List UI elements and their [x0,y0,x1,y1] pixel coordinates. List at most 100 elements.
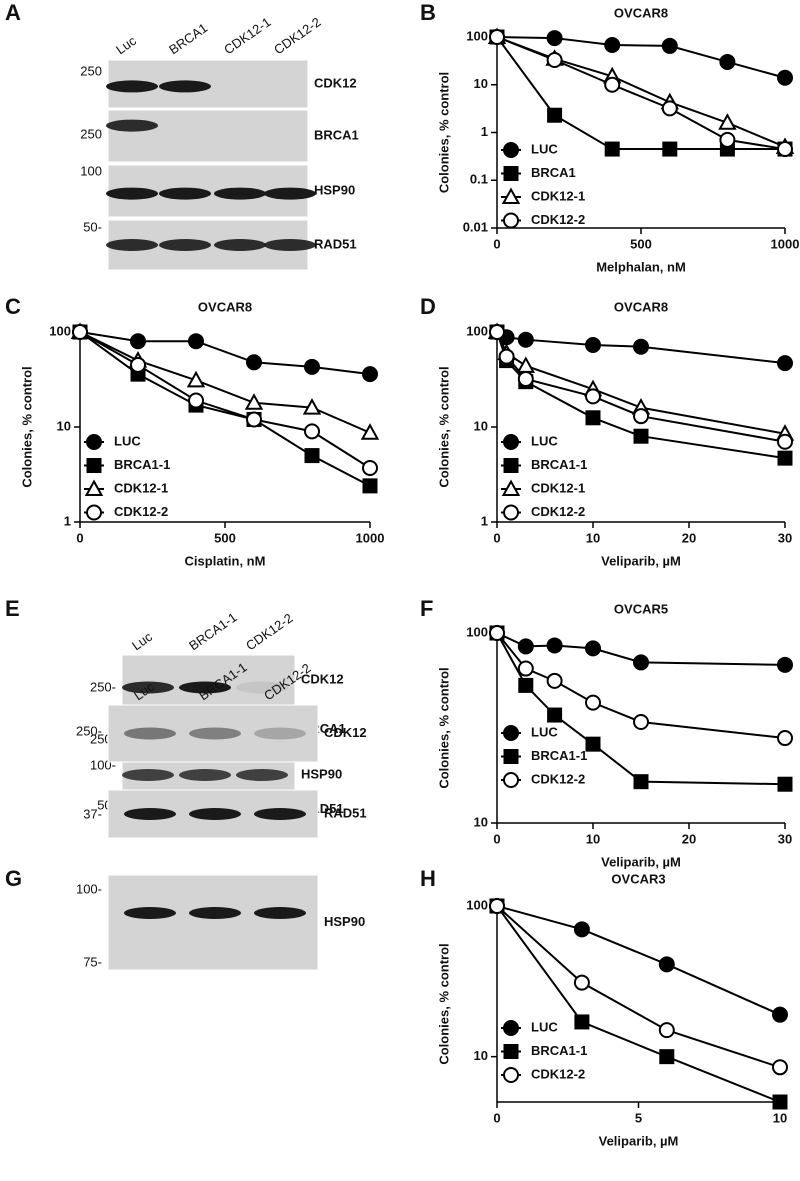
x-tick-label: 30 [778,831,792,846]
x-tick-label: 0 [76,530,83,545]
x-tick-label: 10 [586,530,600,545]
row-label: HSP90 [301,766,342,781]
row-label: HSP90 [324,914,365,929]
legend-label: BRCA1-1 [531,748,587,763]
band [122,769,174,781]
band [106,80,158,93]
legend-marker [503,1067,519,1083]
marker [546,51,563,68]
x-axis-label: Veliparib, µM [601,854,681,869]
legend-label: BRCA1-1 [114,457,170,472]
lane-label: CDK12-2 [243,610,295,653]
chart-title: OVCAR8 [198,299,252,314]
marker [186,370,206,388]
series-line [496,632,786,786]
x-tick-label: 20 [682,831,696,846]
marker [302,398,322,415]
marker [546,637,563,654]
x-axis-label: Veliparib, µM [601,553,681,568]
size-marker: 250 [80,126,102,141]
band [236,769,288,781]
legend-label: CDK12-1 [114,480,168,495]
x-tick-label: 0 [493,1110,500,1125]
legend-marker [503,1020,519,1036]
band [254,727,306,740]
band [264,187,316,200]
marker [777,141,793,158]
blot-strip [121,654,296,706]
marker [604,36,621,53]
series-line [496,905,781,1016]
marker [360,423,380,440]
marker [585,336,601,353]
band [179,769,231,781]
legend-label: LUC [531,1019,558,1034]
band [254,907,306,919]
y-tick-label: 10 [57,418,71,433]
marker [661,100,678,117]
marker [633,774,649,790]
chart-title: OVCAR5 [614,601,668,616]
lane-label: CDK12-1 [221,14,273,57]
marker [304,423,320,440]
x-tick-label: 5 [635,1110,642,1125]
band [214,239,266,251]
series-line [496,905,781,1069]
marker [585,410,601,426]
legend-label: CDK12-2 [531,771,585,786]
band [106,119,158,132]
marker [244,393,264,410]
x-tick-label: 10 [586,831,600,846]
panel-letter: H [420,866,436,891]
marker [72,324,88,340]
band [159,187,211,200]
blot-strip [107,109,309,163]
marker [772,1059,788,1076]
band [106,187,158,200]
marker [304,358,320,375]
y-tick-label: 1 [481,513,488,528]
legend-marker [503,772,519,788]
panel-letter: E [5,596,20,621]
x-tick-label: 0 [493,831,500,846]
y-axis-label: Colonies, % control [436,72,451,193]
marker [489,898,505,914]
marker [547,707,563,723]
legend-label: BRCA1-1 [531,1043,587,1058]
legend-label: LUC [531,433,558,448]
legend-label: CDK12-1 [531,480,585,495]
legend-label: LUC [531,724,558,739]
marker [777,730,793,747]
chart-title: OVCAR8 [614,5,668,20]
marker [777,69,793,86]
marker [658,1022,675,1039]
x-tick-label: 500 [214,530,236,545]
marker [633,338,649,355]
marker [772,1006,788,1023]
legend-marker [503,504,519,521]
marker [777,656,793,673]
panel-letter: B [420,0,436,25]
y-tick-label: 100 [49,323,71,338]
marker [130,356,146,373]
marker [362,366,378,383]
y-axis-label: Colonies, % control [19,366,34,487]
x-axis-label: Cisplatin, nM [185,553,266,568]
marker [517,331,534,348]
lane-label: Luc [129,629,155,654]
legend-marker [86,458,102,473]
band [179,681,231,694]
marker [719,53,736,70]
marker [517,660,534,677]
series-line [496,36,785,151]
marker [585,736,601,752]
band [106,239,158,251]
legend-label: LUC [114,433,141,448]
band [124,907,176,919]
y-tick-label: 100 [466,28,488,43]
row-label: CDK12 [314,75,357,90]
y-tick-label: 10 [474,418,488,433]
legend-marker [503,458,519,473]
marker [546,672,563,689]
legend-marker [86,434,102,450]
